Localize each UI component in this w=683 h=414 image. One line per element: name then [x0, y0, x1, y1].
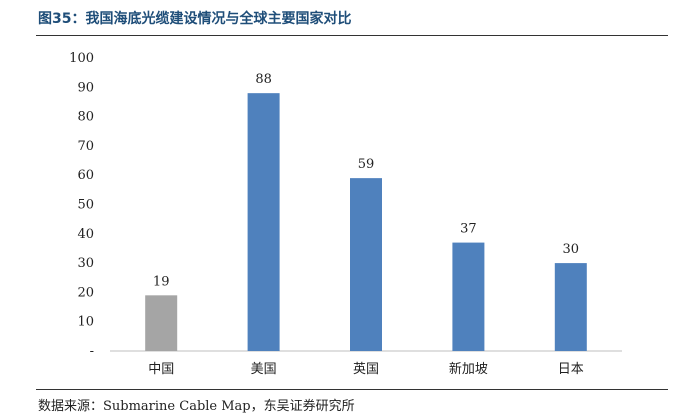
data-labels: 19 88 59 37 30: [153, 72, 579, 289]
x-tick-label: 中国: [148, 362, 174, 377]
y-tick-label: 30: [77, 256, 94, 271]
y-tick-label: 80: [77, 110, 94, 125]
bar: [145, 295, 178, 351]
source-note: 数据来源：Submarine Cable Map，东吴证券研究所: [38, 399, 355, 414]
bar: [247, 93, 280, 351]
figure-title: 图35：我国海底光缆建设情况与全球主要国家对比: [38, 11, 352, 27]
data-label: 59: [358, 157, 375, 172]
bar: [452, 242, 485, 351]
y-axis: - 10 20 30 40 50 60 70 80 90 100: [69, 51, 94, 359]
data-label: 37: [460, 222, 477, 237]
data-label: 19: [153, 274, 170, 289]
y-tick-label: 20: [77, 285, 94, 300]
y-tick-label: 50: [77, 198, 94, 213]
data-label: 30: [563, 242, 580, 257]
x-tick-label: 新加坡: [449, 361, 488, 377]
x-tick-label: 英国: [353, 362, 379, 377]
bar: [554, 263, 587, 351]
bar: [350, 178, 382, 351]
y-tick-label: 100: [69, 51, 94, 66]
x-tick-label: 美国: [251, 362, 277, 377]
y-tick-label: -: [90, 344, 94, 359]
x-tick-label: 日本: [558, 362, 584, 377]
bottom-rule: [36, 389, 668, 390]
y-tick-label: 70: [77, 139, 94, 154]
top-rule: [36, 35, 668, 36]
y-tick-label: 10: [77, 315, 94, 330]
data-label: 88: [255, 72, 272, 87]
y-tick-label: 60: [77, 168, 94, 183]
y-tick-label: 40: [77, 227, 94, 242]
x-axis: 中国 美国 英国 新加坡 日本: [148, 361, 584, 377]
bar-chart: - 10 20 30 40 50 60 70 80 90 100 19 88 59 37 30 中国 美国 英国…: [69, 51, 622, 377]
y-tick-label: 90: [77, 80, 94, 95]
bars: [145, 93, 587, 351]
